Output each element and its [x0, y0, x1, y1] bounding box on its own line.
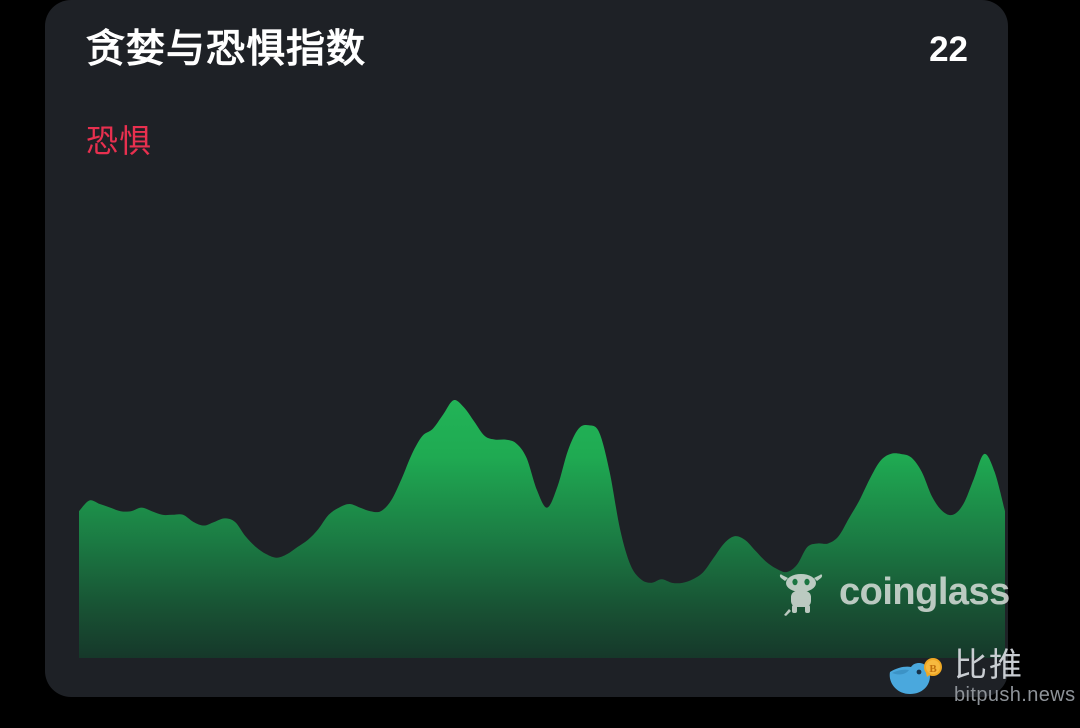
- attribution-brand: 比推: [954, 646, 1024, 683]
- area-chart-svg: [79, 400, 1005, 658]
- fear-greed-chart[interactable]: [79, 300, 1005, 658]
- sentiment-label: 恐惧: [86, 123, 153, 159]
- card-header: 贪婪与恐惧指数 22: [86, 28, 968, 73]
- bitpush-attribution: B 比推 bitpush.news: [886, 648, 1075, 720]
- fear-greed-card: 贪婪与恐惧指数 22 恐惧: [45, 0, 1010, 697]
- chart-area-path: [79, 400, 1005, 658]
- svg-text:B: B: [929, 663, 937, 675]
- page-title: 贪婪与恐惧指数: [86, 28, 367, 71]
- attribution-url: bitpush.news: [954, 684, 1076, 706]
- index-value: 22: [929, 30, 968, 70]
- bitpush-bird-icon: B: [889, 658, 942, 694]
- attribution-texts: 比推 bitpush.news: [954, 648, 1076, 705]
